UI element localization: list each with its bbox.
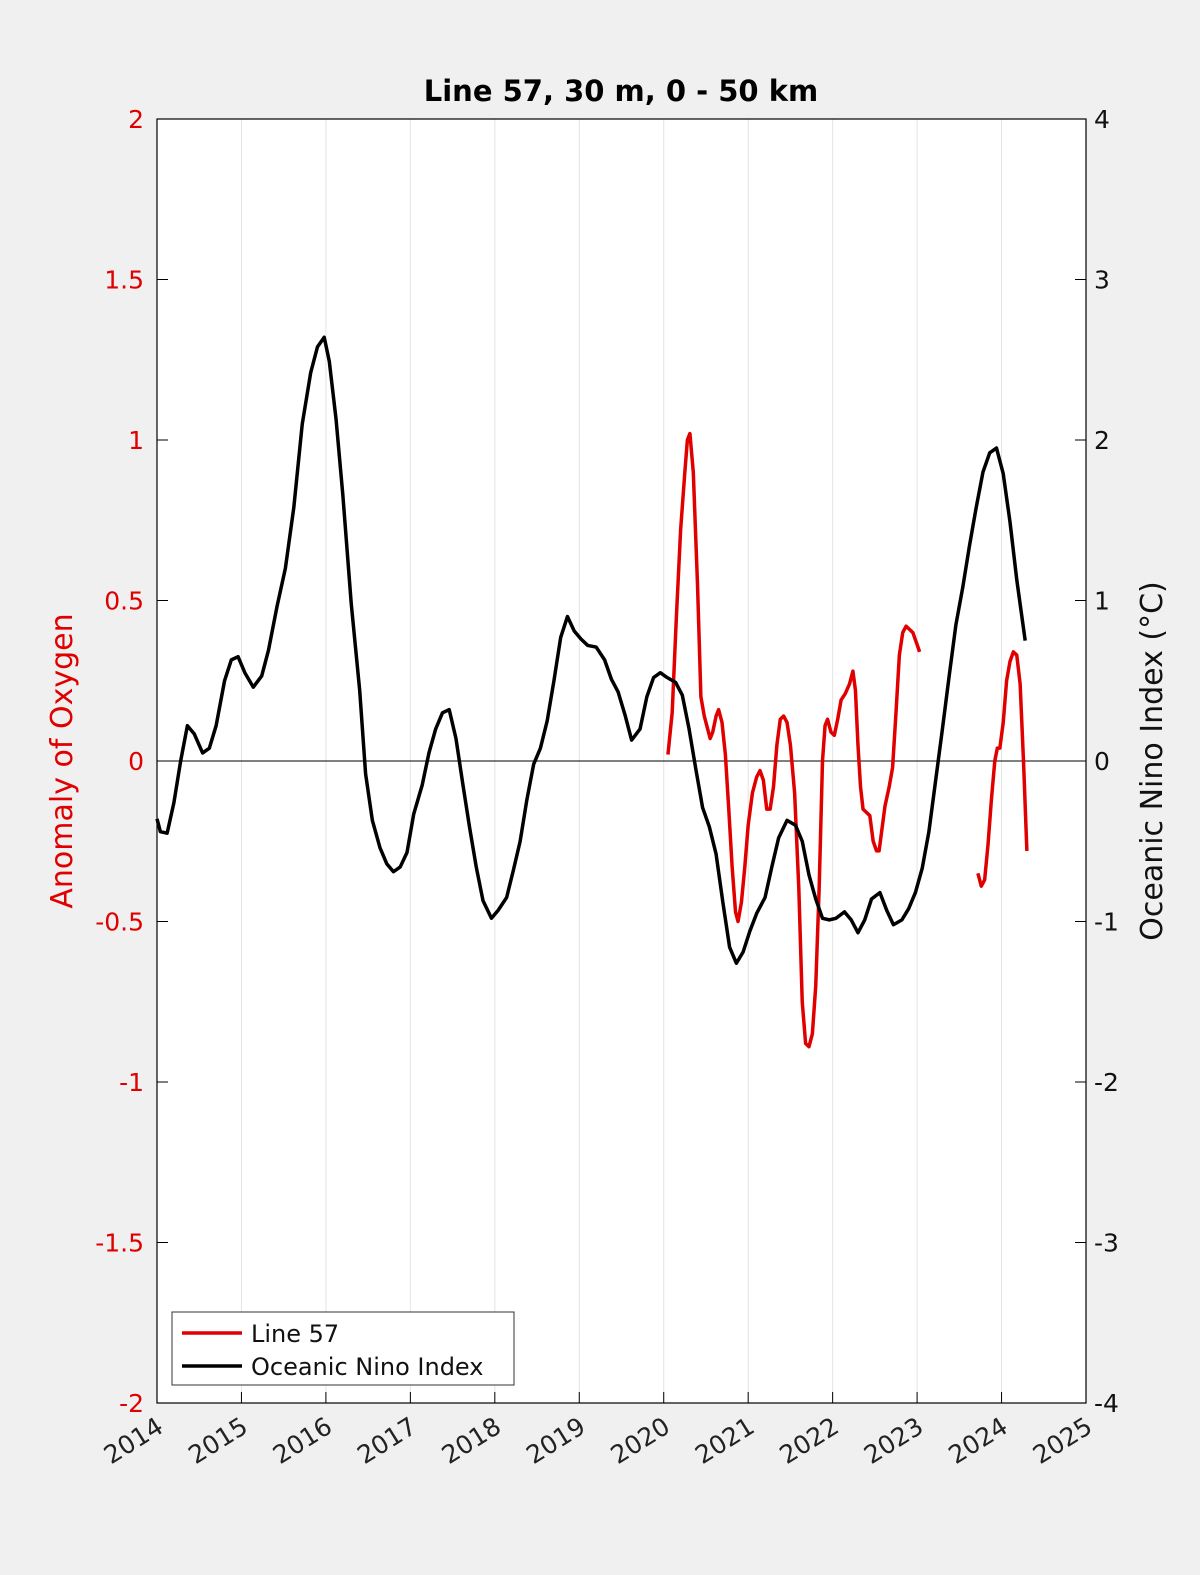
chart-title: Line 57, 30 m, 0 - 50 km (424, 74, 818, 108)
y-left-tick-label: -2 (119, 1389, 144, 1418)
y-right-tick-label: 3 (1094, 266, 1110, 295)
y-left-tick-label: -1 (119, 1068, 144, 1097)
series-line-line-57-2 (976, 650, 1029, 888)
y-right-tick-label: 0 (1094, 747, 1110, 776)
y-left-tick-label: 1.5 (104, 266, 144, 295)
y-left-tick-label: 1 (128, 426, 144, 455)
y-right-tick-label: 4 (1094, 105, 1110, 134)
y-axis-right-label: Oceanic Nino Index (°C) (1135, 581, 1170, 941)
y-right-tick-label: -4 (1094, 1389, 1119, 1418)
y-right-tick-label: -3 (1094, 1229, 1119, 1258)
y-left-tick-label: -0.5 (95, 908, 144, 937)
legend: Line 57 Oceanic Nino Index (171, 1311, 515, 1386)
y-left-tick-label: 0 (128, 747, 144, 776)
y-right-tick-label: 2 (1094, 426, 1110, 455)
y-left-tick-label: -1.5 (95, 1229, 144, 1258)
y-right-tick-label: -1 (1094, 908, 1119, 937)
legend-label-oceanic-nino-index: Oceanic Nino Index (251, 1353, 483, 1381)
y-left-tick-label: 0.5 (104, 587, 144, 616)
legend-label-line-57: Line 57 (251, 1320, 339, 1348)
y-axis-left-label: Anomaly of Oxygen (45, 613, 80, 908)
legend-box (171, 1311, 515, 1386)
y-left-tick-label: 2 (128, 105, 144, 134)
y-right-tick-label: -2 (1094, 1068, 1119, 1097)
series-line-oceanic-nino-index-1 (155, 335, 1027, 965)
series-line-line-57-1 (666, 431, 922, 1049)
y-right-tick-label: 1 (1094, 587, 1110, 616)
series-layer (155, 335, 1029, 1049)
